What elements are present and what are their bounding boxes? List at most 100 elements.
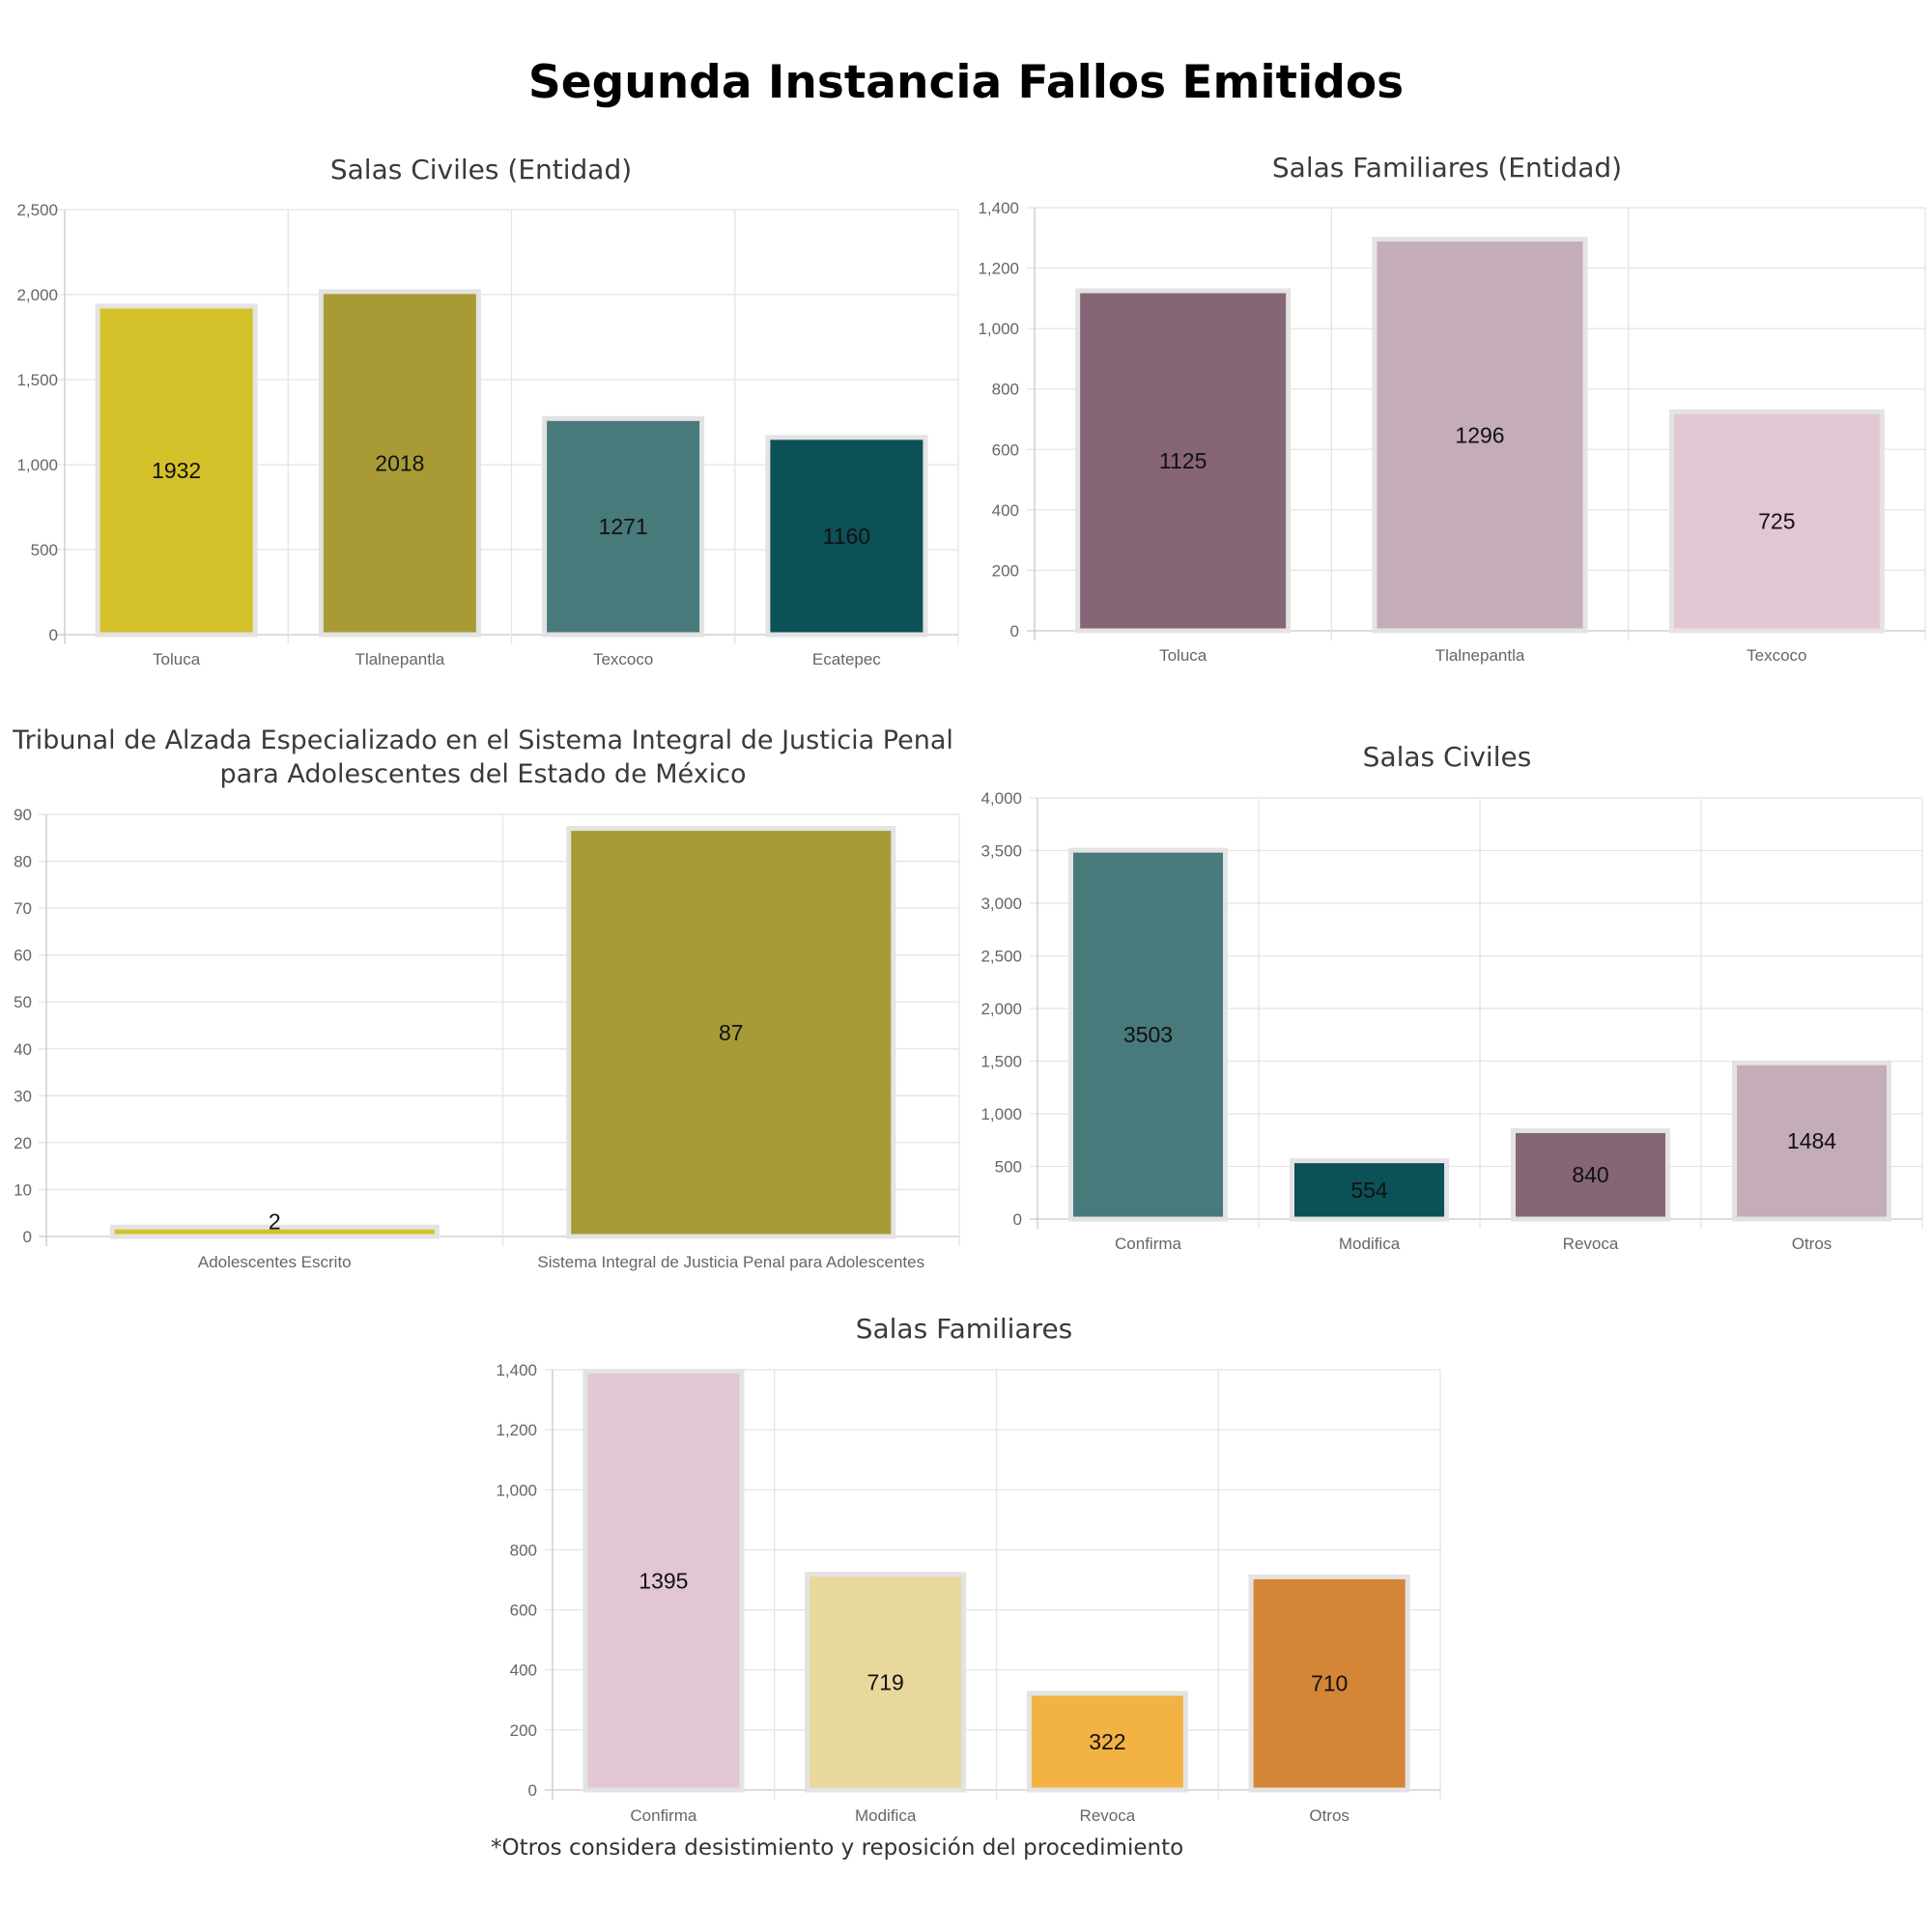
y-tick-label: 1,000 xyxy=(980,1105,1022,1123)
y-tick-label: 1,400 xyxy=(496,1361,537,1379)
y-tick-label: 2,500 xyxy=(980,948,1022,966)
page-title: Segunda Instancia Fallos Emitidos xyxy=(527,56,1405,109)
y-tick-label: 0 xyxy=(1010,622,1019,640)
x-tick-label: Modifica xyxy=(1339,1235,1401,1253)
y-tick-label: 20 xyxy=(14,1134,32,1152)
bar xyxy=(1372,237,1588,634)
y-tick-label: 0 xyxy=(1013,1210,1022,1229)
data-label: 2018 xyxy=(375,450,424,475)
bar xyxy=(765,435,928,638)
x-tick-label: Revoca xyxy=(1563,1235,1619,1253)
y-tick-label: 800 xyxy=(510,1541,537,1559)
data-label: 1125 xyxy=(1159,448,1207,473)
y-tick-label: 400 xyxy=(510,1662,537,1680)
y-tick-label: 600 xyxy=(510,1602,537,1620)
data-label: 1160 xyxy=(823,524,870,549)
data-label: 3503 xyxy=(1123,1022,1173,1047)
y-tick-label: 4,000 xyxy=(980,789,1022,808)
chart-2: Salas Familiares (Entidad) 0 200 400 600 800 1… xyxy=(978,152,1926,665)
y-tick-label: 800 xyxy=(992,381,1019,399)
bar xyxy=(542,415,705,638)
y-tick-label: 1,000 xyxy=(496,1481,537,1499)
y-tick-label: 2,500 xyxy=(16,201,58,219)
data-label: 840 xyxy=(1572,1162,1608,1187)
y-tick-label: 2,000 xyxy=(980,1000,1022,1018)
x-tick-label: Sistema Integral de Justicia Penal para … xyxy=(537,1253,924,1271)
chart-title: Tribunal de Alzada Especializado en el S… xyxy=(12,725,953,755)
y-tick-label: 60 xyxy=(14,947,32,965)
y-tick-label: 500 xyxy=(31,541,58,559)
y-tick-label: 1,200 xyxy=(978,260,1019,278)
data-label: 725 xyxy=(1758,509,1795,534)
data-label: 1395 xyxy=(639,1568,688,1593)
bar xyxy=(109,1224,440,1239)
bar xyxy=(1026,1690,1188,1793)
y-tick-label: 0 xyxy=(528,1781,537,1800)
chart-title: para Adolescentes del Estado de México xyxy=(219,759,746,789)
y-tick-label: 80 xyxy=(14,853,32,871)
chart-3: Tribunal de Alzada Especializado en el S… xyxy=(12,725,960,1271)
bar xyxy=(566,826,896,1239)
x-tick-label: Toluca xyxy=(1159,646,1208,665)
footnote: *Otros considera desistimiento y reposic… xyxy=(491,1835,1184,1861)
bar xyxy=(318,289,481,638)
x-tick-label: Ecatepec xyxy=(812,650,881,668)
x-tick-label: Toluca xyxy=(153,650,201,668)
y-tick-label: 3,500 xyxy=(980,842,1022,861)
chart-title: Salas Familiares xyxy=(856,1313,1073,1345)
chart-title: Salas Familiares (Entidad) xyxy=(1272,152,1622,184)
x-tick-label: Confirma xyxy=(1115,1235,1182,1253)
x-tick-label: Otros xyxy=(1309,1806,1350,1825)
y-tick-label: 10 xyxy=(14,1180,32,1199)
y-tick-label: 1,000 xyxy=(978,320,1019,338)
bar xyxy=(582,1369,745,1793)
y-tick-label: 50 xyxy=(14,993,32,1011)
y-tick-label: 90 xyxy=(14,806,32,824)
x-tick-label: Confirma xyxy=(630,1806,697,1825)
y-tick-label: 0 xyxy=(23,1228,32,1246)
data-label: 1296 xyxy=(1455,422,1504,447)
y-tick-label: 200 xyxy=(510,1721,537,1740)
y-tick-label: 40 xyxy=(14,1040,32,1059)
data-label: 1271 xyxy=(599,514,648,539)
data-label: 322 xyxy=(1089,1729,1125,1754)
bar xyxy=(1511,1127,1670,1222)
data-label: 554 xyxy=(1350,1178,1388,1203)
y-tick-label: 200 xyxy=(992,561,1019,580)
chart-1: Salas Civiles (Entidad) 0 500 1,000 1,500 2,0… xyxy=(16,154,959,668)
y-tick-label: 1,500 xyxy=(16,371,58,389)
y-tick-label: 1,500 xyxy=(980,1053,1022,1071)
y-tick-label: 1,000 xyxy=(16,456,58,474)
chart-title: Salas Civiles xyxy=(1363,741,1532,773)
bar xyxy=(1068,847,1228,1222)
data-label: 87 xyxy=(719,1020,744,1045)
x-tick-label: Adolescentes Escrito xyxy=(198,1253,352,1271)
data-label: 1484 xyxy=(1787,1128,1836,1153)
bar xyxy=(1290,1158,1449,1222)
y-tick-label: 30 xyxy=(14,1087,32,1105)
x-tick-label: Tlalnepantla xyxy=(355,650,445,668)
x-tick-label: Texcoco xyxy=(593,650,653,668)
x-tick-label: Texcoco xyxy=(1747,646,1806,665)
x-tick-label: Modifica xyxy=(855,1806,917,1825)
y-tick-label: 1,200 xyxy=(496,1421,537,1439)
y-tick-label: 600 xyxy=(992,440,1019,459)
y-tick-label: 1,400 xyxy=(978,199,1019,217)
data-label: 719 xyxy=(867,1669,903,1694)
y-tick-label: 2,000 xyxy=(16,286,58,304)
x-tick-label: Tlalnepantla xyxy=(1435,646,1525,665)
x-tick-label: Revoca xyxy=(1080,1806,1136,1825)
y-tick-label: 3,000 xyxy=(980,895,1022,913)
y-tick-label: 70 xyxy=(14,899,32,918)
bar xyxy=(1248,1574,1410,1793)
chart-4: Salas Civiles 0 500 1,000 1,500 2,000 2,500 3,0… xyxy=(980,741,1923,1253)
chart-title: Salas Civiles (Entidad) xyxy=(330,154,632,185)
y-tick-label: 400 xyxy=(992,501,1019,520)
y-tick-label: 500 xyxy=(995,1158,1022,1177)
bar xyxy=(1075,288,1292,634)
x-tick-label: Otros xyxy=(1792,1235,1833,1253)
data-label: 2 xyxy=(269,1208,281,1234)
bar xyxy=(95,303,258,638)
bar xyxy=(1732,1060,1891,1222)
